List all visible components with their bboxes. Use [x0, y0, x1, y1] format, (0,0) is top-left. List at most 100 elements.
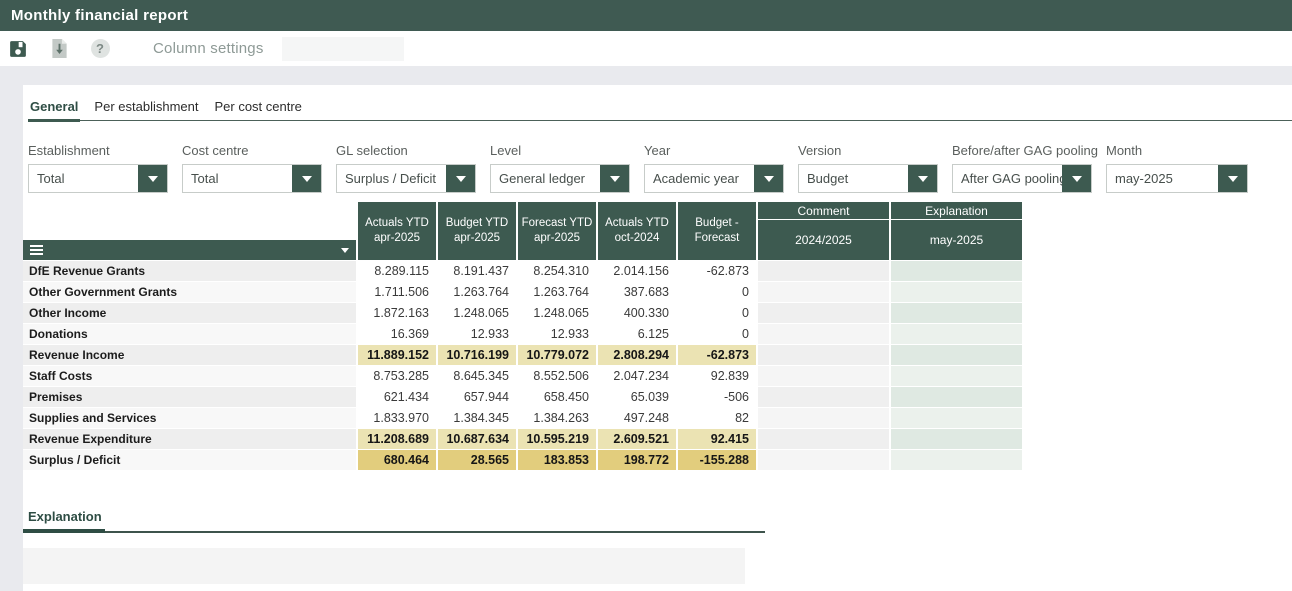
cell-value: 65.039	[598, 387, 676, 407]
hamburger-icon[interactable]	[30, 249, 43, 251]
explanation-cell[interactable]	[891, 303, 1022, 323]
table-row-surplus-deficit: Surplus / Deficit 680.464 28.565 183.853…	[23, 450, 1022, 470]
comment-cell[interactable]	[758, 450, 889, 470]
cell-value: 10.687.634	[438, 429, 516, 449]
version-dropdown[interactable]: Budget	[798, 164, 938, 193]
cell-value: 8.645.345	[438, 366, 516, 386]
filter-label: Level	[490, 143, 630, 158]
filter-label: Establishment	[28, 143, 168, 158]
comment-cell[interactable]	[758, 387, 889, 407]
col-header-explanation: Explanation	[891, 202, 1022, 219]
cost-centre-dropdown[interactable]: Total	[182, 164, 322, 193]
table-row-donations: Donations 16.369 12.933 12.933 6.125 0	[23, 324, 1022, 344]
save-icon[interactable]	[8, 39, 28, 59]
column-settings-label: Column settings	[153, 40, 264, 57]
cell-value: 183.853	[518, 450, 596, 470]
comment-cell[interactable]	[758, 303, 889, 323]
comment-cell[interactable]	[758, 408, 889, 428]
explanation-tab-bar: Explanation	[23, 508, 765, 533]
chevron-down-icon[interactable]	[1062, 165, 1091, 192]
comment-cell[interactable]	[758, 345, 889, 365]
month-dropdown[interactable]: may-2025	[1106, 164, 1248, 193]
cell-value: 92.415	[678, 429, 756, 449]
row-label: Other Income	[23, 303, 356, 323]
comment-cell[interactable]	[758, 261, 889, 281]
row-label: Revenue Expenditure	[23, 429, 356, 449]
filter-label: Cost centre	[182, 143, 322, 158]
chevron-down-icon[interactable]	[341, 248, 349, 253]
col-subheader-comment-year: 2024/2025	[758, 220, 889, 260]
chevron-down-icon[interactable]	[1218, 165, 1247, 192]
cell-value: 12.933	[518, 324, 596, 344]
comment-cell[interactable]	[758, 429, 889, 449]
table-row-dfe-revenue-grants: DfE Revenue Grants 8.289.115 8.191.437 8…	[23, 261, 1022, 281]
row-header-menu[interactable]	[23, 240, 356, 260]
explanation-cell[interactable]	[891, 282, 1022, 302]
filter-label: Version	[798, 143, 938, 158]
chevron-down-icon[interactable]	[138, 165, 167, 192]
cell-value: 1.384.263	[518, 408, 596, 428]
cell-value: 657.944	[438, 387, 516, 407]
explanation-tab[interactable]: Explanation	[23, 509, 105, 533]
cell-value: 680.464	[358, 450, 436, 470]
explanation-cell[interactable]	[891, 450, 1022, 470]
cell-value: 2.609.521	[598, 429, 676, 449]
gl-selection-dropdown[interactable]: Surplus / Deficit	[336, 164, 476, 193]
dropdown-value: Total	[191, 165, 218, 192]
filter-month: Month may-2025	[1106, 143, 1248, 193]
cell-value: 82	[678, 408, 756, 428]
chevron-down-icon[interactable]	[292, 165, 321, 192]
cell-value: 8.254.310	[518, 261, 596, 281]
chevron-down-icon[interactable]	[754, 165, 783, 192]
gag-pooling-dropdown[interactable]: After GAG pooling	[952, 164, 1092, 193]
filter-gl-selection: GL selection Surplus / Deficit	[336, 143, 476, 193]
explanation-cell[interactable]	[891, 261, 1022, 281]
cell-value: 1.384.345	[438, 408, 516, 428]
chevron-down-icon[interactable]	[446, 165, 475, 192]
help-icon[interactable]: ?	[90, 39, 110, 59]
table-row-other-income: Other Income 1.872.163 1.248.065 1.248.0…	[23, 303, 1022, 323]
tab-general[interactable]: General	[28, 99, 80, 122]
filter-label: GL selection	[336, 143, 476, 158]
export-icon[interactable]	[49, 39, 69, 59]
cell-value: 497.248	[598, 408, 676, 428]
col-header-budget-ytd-apr: Budget YTD apr-2025	[438, 202, 516, 260]
cell-value: 10.595.219	[518, 429, 596, 449]
col-header-forecast-ytd-apr: Forecast YTD apr-2025	[518, 202, 596, 260]
header-spacer	[23, 202, 356, 219]
cell-value: 0	[678, 282, 756, 302]
level-dropdown[interactable]: General ledger	[490, 164, 630, 193]
explanation-cell[interactable]	[891, 387, 1022, 407]
establishment-dropdown[interactable]: Total	[28, 164, 168, 193]
tab-per-establishment[interactable]: Per establishment	[92, 99, 200, 120]
explanation-textarea[interactable]	[23, 548, 745, 584]
comment-cell[interactable]	[758, 324, 889, 344]
explanation-cell[interactable]	[891, 408, 1022, 428]
filter-cost-centre: Cost centre Total	[182, 143, 322, 193]
tab-per-cost-centre[interactable]: Per cost centre	[212, 99, 303, 120]
explanation-cell[interactable]	[891, 345, 1022, 365]
cell-value: 0	[678, 324, 756, 344]
cell-value: 1.872.163	[358, 303, 436, 323]
cell-value: 2.047.234	[598, 366, 676, 386]
cell-value: 11.208.689	[358, 429, 436, 449]
page-title: Monthly financial report	[11, 7, 188, 24]
cell-value: 2.014.156	[598, 261, 676, 281]
chevron-down-icon[interactable]	[908, 165, 937, 192]
filter-gag-pooling: Before/after GAG pooling After GAG pooli…	[952, 143, 1092, 193]
filter-row: Establishment Total Cost centre Total GL…	[28, 143, 1292, 193]
comment-cell[interactable]	[758, 366, 889, 386]
cell-value: 12.933	[438, 324, 516, 344]
chevron-down-icon[interactable]	[600, 165, 629, 192]
cell-value: 621.434	[358, 387, 436, 407]
row-header-menu-cell	[23, 220, 356, 260]
table-row-revenue-expenditure-total: Revenue Expenditure 11.208.689 10.687.63…	[23, 429, 1022, 449]
explanation-cell[interactable]	[891, 324, 1022, 344]
comment-cell[interactable]	[758, 282, 889, 302]
column-settings-input[interactable]	[282, 37, 404, 61]
explanation-cell[interactable]	[891, 429, 1022, 449]
main-panel: General Per establishment Per cost centr…	[23, 85, 1292, 591]
explanation-cell[interactable]	[891, 366, 1022, 386]
cell-value: 10.779.072	[518, 345, 596, 365]
year-dropdown[interactable]: Academic year	[644, 164, 784, 193]
